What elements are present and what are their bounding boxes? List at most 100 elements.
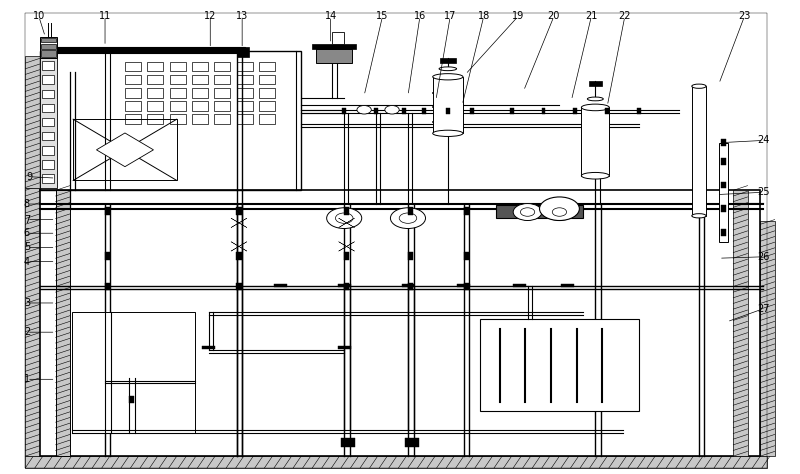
Bar	[722, 158, 726, 165]
Bar	[574, 109, 578, 114]
Polygon shape	[338, 242, 354, 251]
Bar	[722, 229, 726, 236]
Text: 25: 25	[758, 187, 770, 197]
Bar	[402, 109, 406, 114]
Text: 4: 4	[24, 256, 30, 266]
Bar	[274, 283, 286, 287]
Circle shape	[539, 197, 579, 220]
Text: 17: 17	[444, 11, 457, 21]
Polygon shape	[338, 218, 354, 228]
Bar	[259, 101, 275, 111]
Bar	[719, 143, 729, 242]
Text: 1: 1	[24, 374, 30, 384]
Bar	[341, 438, 355, 447]
Circle shape	[390, 208, 426, 228]
Bar	[433, 77, 463, 133]
Bar	[170, 62, 186, 71]
Bar	[514, 283, 526, 287]
Bar	[440, 58, 456, 63]
Ellipse shape	[587, 97, 603, 101]
Bar	[464, 252, 469, 260]
Bar	[42, 118, 54, 126]
Bar	[446, 109, 450, 114]
Bar	[722, 139, 726, 146]
Bar	[26, 55, 40, 188]
Bar	[170, 115, 186, 124]
Bar	[374, 109, 378, 114]
Ellipse shape	[433, 73, 463, 80]
Bar	[422, 109, 426, 114]
Bar	[638, 109, 641, 114]
Text: 19: 19	[512, 11, 524, 21]
Bar	[55, 190, 70, 456]
Bar	[589, 82, 602, 86]
Bar	[405, 438, 419, 447]
Text: 7: 7	[24, 215, 30, 225]
Bar	[170, 88, 186, 98]
Bar	[332, 32, 344, 44]
Bar	[147, 75, 163, 84]
Bar	[40, 36, 57, 58]
Bar	[125, 101, 141, 111]
Text: 14: 14	[325, 11, 337, 21]
Bar	[42, 104, 54, 112]
Ellipse shape	[439, 67, 457, 71]
Text: 18: 18	[478, 11, 490, 21]
Polygon shape	[231, 242, 247, 251]
Bar	[561, 283, 574, 287]
Bar	[170, 101, 186, 111]
Bar	[408, 252, 413, 260]
Text: 9: 9	[26, 172, 32, 182]
Text: 24: 24	[758, 136, 770, 146]
Bar	[237, 75, 253, 84]
Bar	[470, 109, 474, 114]
Ellipse shape	[692, 214, 706, 218]
Bar	[237, 88, 253, 98]
Bar	[722, 182, 726, 189]
Text: 22: 22	[618, 11, 631, 21]
Bar	[480, 319, 639, 411]
Text: 11: 11	[99, 11, 111, 21]
Bar	[42, 37, 56, 42]
Text: 15: 15	[376, 11, 389, 21]
Bar	[105, 252, 110, 260]
Ellipse shape	[582, 104, 610, 111]
Bar	[129, 396, 134, 403]
Bar	[42, 132, 54, 140]
Bar	[192, 62, 208, 71]
Text: 8: 8	[24, 199, 30, 209]
Bar	[259, 88, 275, 98]
Bar	[214, 75, 230, 84]
Bar	[312, 44, 356, 48]
Text: 13: 13	[236, 11, 248, 21]
Bar	[40, 58, 57, 188]
Bar	[42, 160, 54, 169]
Polygon shape	[97, 133, 154, 167]
Bar	[408, 283, 413, 290]
Circle shape	[545, 203, 574, 220]
Polygon shape	[231, 218, 247, 228]
Bar	[147, 115, 163, 124]
Text: 16: 16	[414, 11, 426, 21]
Bar	[105, 207, 110, 215]
Bar	[344, 283, 349, 290]
Circle shape	[514, 203, 542, 220]
Bar	[214, 62, 230, 71]
Bar	[734, 190, 747, 456]
Bar	[237, 252, 242, 260]
Bar	[316, 48, 352, 63]
Bar	[542, 109, 546, 114]
Circle shape	[326, 208, 362, 228]
Bar	[464, 283, 469, 290]
Bar	[42, 75, 54, 84]
Bar	[42, 146, 54, 155]
Bar	[464, 207, 469, 215]
Bar	[237, 115, 253, 124]
Text: 20: 20	[548, 11, 560, 21]
Bar	[147, 88, 163, 98]
Bar	[338, 346, 350, 349]
Bar	[606, 109, 609, 114]
Text: 21: 21	[585, 11, 598, 21]
Bar	[125, 115, 141, 124]
Bar	[170, 75, 186, 84]
